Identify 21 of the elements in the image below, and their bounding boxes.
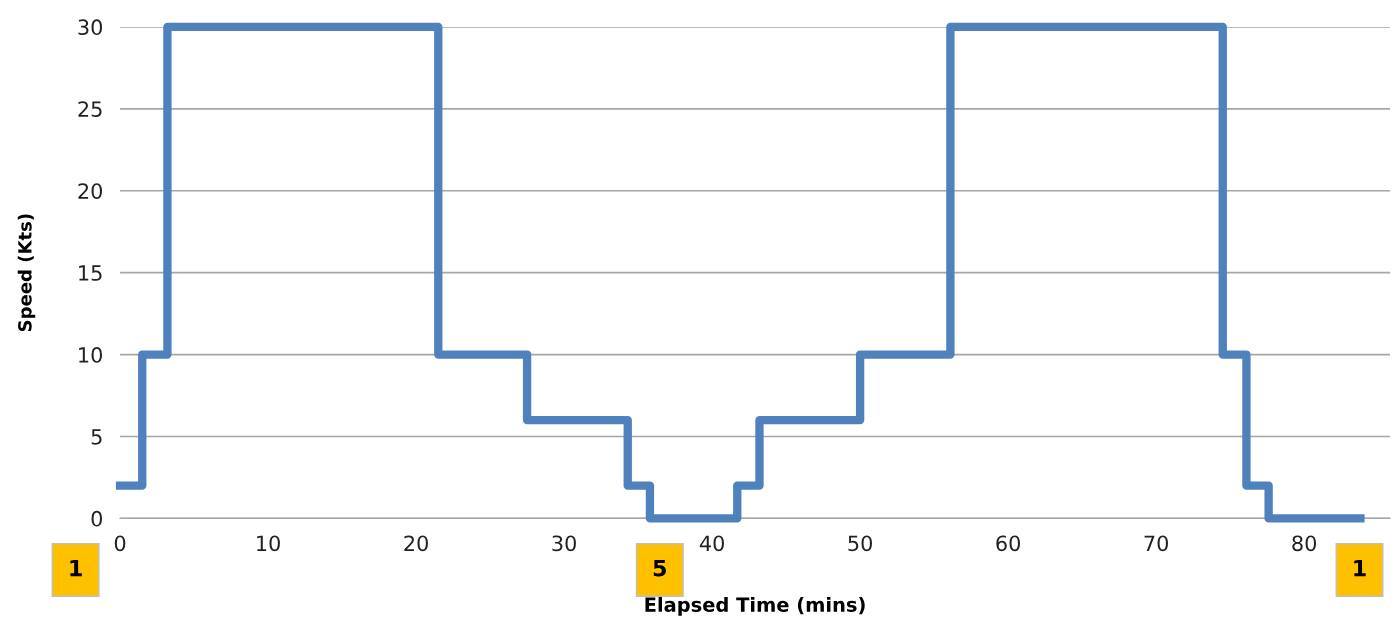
x-tick-label: 60 bbox=[996, 535, 1020, 552]
x-tick-label: 40 bbox=[699, 535, 724, 552]
x-tick-label: 10 bbox=[257, 535, 280, 552]
x-tick-label: 80 bbox=[1292, 535, 1317, 552]
text: 1 bbox=[70, 559, 82, 577]
x-tick-label: 0 bbox=[114, 535, 126, 552]
y-tick-label: 20 bbox=[78, 183, 103, 199]
x-tick-label: 20 bbox=[404, 535, 428, 552]
y-tick-label: 5 bbox=[91, 429, 102, 445]
text: 5 bbox=[653, 559, 666, 577]
y-axis-title: Speed (Kts) bbox=[17, 214, 36, 332]
x-tick-label: 50 bbox=[848, 535, 872, 552]
text: 1 bbox=[1354, 559, 1366, 577]
x-tick-label: 30 bbox=[552, 535, 576, 552]
y-tick-label: 30 bbox=[78, 19, 103, 36]
y-tick-label: 10 bbox=[79, 347, 103, 363]
y-tick-label: 25 bbox=[78, 101, 102, 118]
x-axis-title: Elapsed Time (mins) bbox=[645, 596, 865, 616]
x-tick-label: 70 bbox=[1144, 535, 1169, 552]
y-tick-label: 0 bbox=[91, 510, 103, 527]
y-tick-label: 15 bbox=[79, 265, 102, 281]
